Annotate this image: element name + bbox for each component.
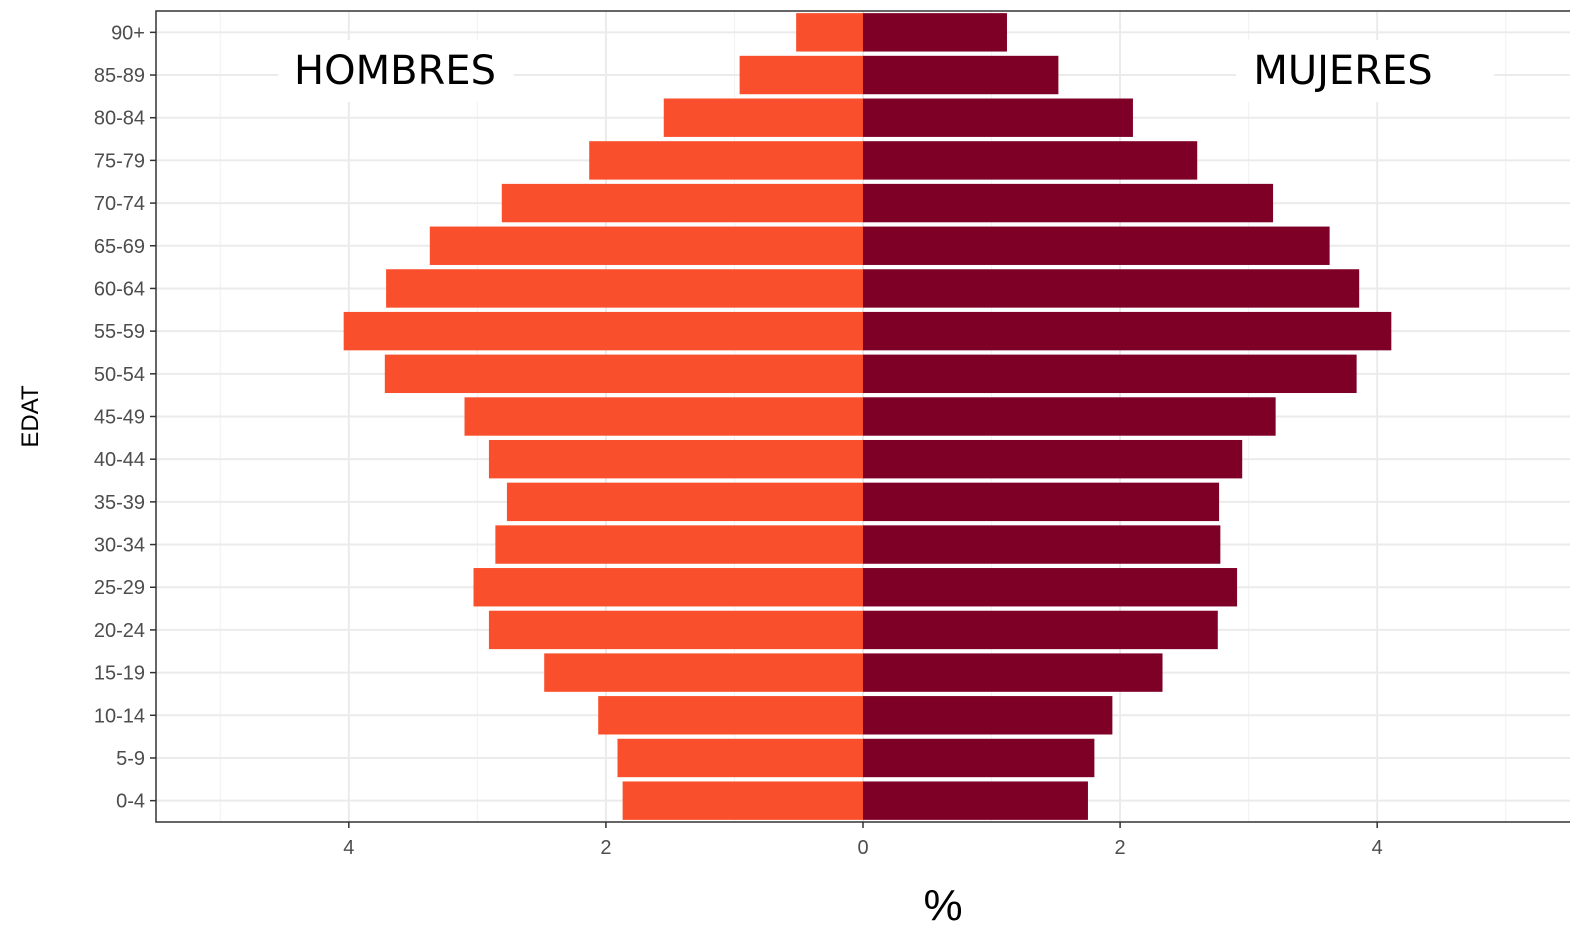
hombres-bar-75-79 xyxy=(589,141,863,180)
x-tick-label: 0 xyxy=(857,837,868,859)
bars-layer xyxy=(343,13,1392,820)
hombres-bar-20-24 xyxy=(488,610,863,650)
hombres-bar-60-64 xyxy=(386,269,863,308)
hombres-label-background xyxy=(278,40,514,102)
mujeres-bar-75-79 xyxy=(863,141,1198,180)
y-tick-label: 15-19 xyxy=(94,663,145,685)
mujeres-bar-85-89 xyxy=(863,55,1059,95)
hombres-bar-90+ xyxy=(796,13,863,52)
y-tick-label: 0-4 xyxy=(116,791,145,813)
mujeres-bar-10-14 xyxy=(863,696,1113,735)
hombres-bar-10-14 xyxy=(598,696,863,735)
hombres-bar-55-59 xyxy=(343,311,863,351)
y-tick-label: 40-44 xyxy=(94,449,145,471)
hombres-bar-80-84 xyxy=(663,98,863,137)
hombres-bar-40-44 xyxy=(488,439,863,479)
hombres-bar-85-89 xyxy=(739,55,863,95)
y-tick-label: 55-59 xyxy=(94,321,145,343)
mujeres-bar-30-34 xyxy=(863,525,1221,564)
y-axis-ticks: 0-4 5-9 10-14 15-19 20-24 25-29 30-34 35-39 40-4… xyxy=(94,22,156,813)
y-tick-label: 70-74 xyxy=(94,193,145,215)
x-tick-label: 2 xyxy=(600,837,611,859)
y-tick-label: 60-64 xyxy=(94,278,145,300)
mujeres-label-background xyxy=(1236,40,1494,102)
y-tick-label: 65-69 xyxy=(94,236,145,258)
y-tick-label: 50-54 xyxy=(94,364,145,386)
x-axis-ticks: 4 2 0 2 4 xyxy=(343,822,1383,859)
mujeres-bar-5-9 xyxy=(863,738,1095,778)
mujeres-bar-50-54 xyxy=(863,354,1357,394)
mujeres-bar-15-19 xyxy=(863,653,1163,692)
mujeres-bar-0-4 xyxy=(863,781,1088,820)
hombres-bar-25-29 xyxy=(473,568,863,607)
hombres-bar-45-49 xyxy=(464,397,863,436)
y-tick-label: 45-49 xyxy=(94,407,145,429)
y-tick-label: 5-9 xyxy=(116,748,145,770)
hombres-bar-35-39 xyxy=(506,482,863,522)
y-axis-title: EDAT xyxy=(17,385,44,448)
hombres-bar-65-69 xyxy=(429,226,863,265)
mujeres-bar-90+ xyxy=(863,13,1007,52)
mujeres-bar-20-24 xyxy=(863,610,1218,650)
y-tick-label: 10-14 xyxy=(94,705,145,727)
mujeres-bar-35-39 xyxy=(863,482,1220,522)
hombres-bar-30-34 xyxy=(495,525,863,564)
y-tick-label: 85-89 xyxy=(94,65,145,87)
y-tick-label: 75-79 xyxy=(94,150,145,172)
mujeres-bar-55-59 xyxy=(863,311,1392,351)
mujeres-bar-70-74 xyxy=(863,183,1274,223)
mujeres-bar-45-49 xyxy=(863,397,1276,436)
y-tick-label: 20-24 xyxy=(94,620,145,642)
mujeres-bar-25-29 xyxy=(863,568,1238,607)
x-tick-label: 4 xyxy=(1372,837,1383,859)
mujeres-bar-65-69 xyxy=(863,226,1330,265)
y-tick-label: 25-29 xyxy=(94,577,145,599)
hombres-bar-0-4 xyxy=(622,781,863,820)
x-axis-title: % xyxy=(923,881,962,929)
hombres-bar-5-9 xyxy=(617,738,863,778)
x-tick-label: 4 xyxy=(343,837,354,859)
mujeres-label: MUJERES xyxy=(1253,48,1432,94)
mujeres-bar-40-44 xyxy=(863,439,1243,479)
hombres-label: HOMBRES xyxy=(294,48,496,94)
hombres-bar-70-74 xyxy=(501,183,863,223)
x-tick-label: 2 xyxy=(1115,837,1126,859)
hombres-bar-15-19 xyxy=(544,653,863,692)
mujeres-bar-60-64 xyxy=(863,269,1360,308)
y-tick-label: 30-34 xyxy=(94,535,145,557)
hombres-bar-50-54 xyxy=(384,354,863,394)
y-tick-label: 80-84 xyxy=(94,108,145,130)
y-tick-label: 35-39 xyxy=(94,492,145,514)
y-tick-label: 90+ xyxy=(111,22,145,44)
mujeres-bar-80-84 xyxy=(863,98,1133,137)
